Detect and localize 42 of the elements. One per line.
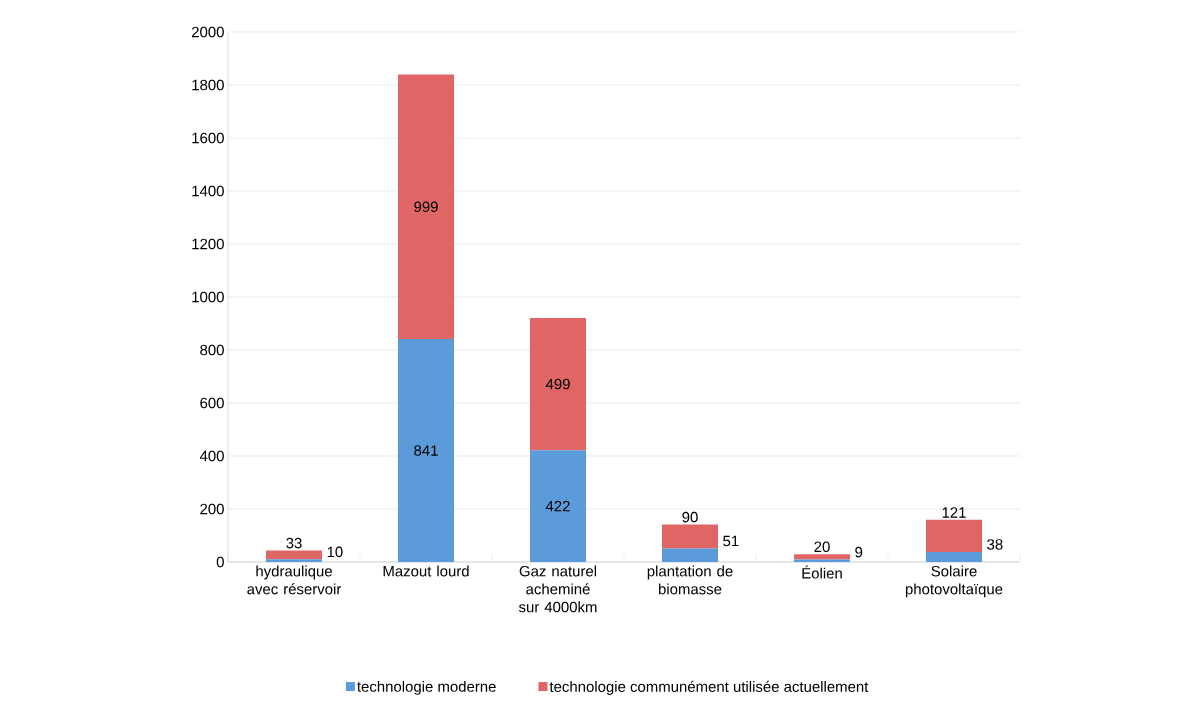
bar [266,550,323,560]
data-label: 999 [414,201,438,213]
bar [398,339,455,562]
y-tick-label: 1600 [192,132,224,144]
x-tick-label: Gaz naturel acheminé sur 4000km [518,565,597,613]
legend-label: technologie communément utilisée actuellement [549,680,869,695]
y-tick-label: 1000 [192,291,224,303]
y-tick-label: 1400 [192,185,224,197]
data-label: 422 [545,500,570,512]
y-tick-label: 200 [200,503,224,515]
data-label: 121 [942,507,966,518]
legend-label: technologie moderne [357,680,496,695]
bar [530,450,587,562]
y-tick-label: 800 [200,344,224,356]
y-tick-label: 1800 [192,79,224,91]
data-label: 51 [723,535,739,547]
data-label: 20 [814,541,830,553]
y-tick-label: 600 [200,397,224,409]
bar [926,519,983,552]
y-tick-label: 0 [216,556,224,568]
x-tick-label: Éolien [802,565,842,579]
bar [794,554,851,560]
x-tick-label: Solaire photovoltaïque [905,565,1003,598]
x-tick-label: plantation de biomasse [647,565,733,595]
data-label: 33 [286,537,302,549]
x-tick-label: hydraulique avec réservoir [247,565,342,595]
y-tick-label: 2000 [192,26,224,38]
y-tick-label: 1200 [192,238,224,250]
y-tick-label: 400 [199,450,224,462]
bar [266,559,323,562]
data-label: 499 [545,378,570,390]
data-label: 10 [327,546,343,558]
bar [662,548,719,562]
data-label: 38 [987,539,1003,550]
bar [530,317,587,451]
bar [398,74,455,340]
data-label: 90 [682,511,698,523]
bar [662,524,719,549]
data-label: 841 [414,445,438,456]
bar [926,551,983,562]
x-tick-label: Mazout lourd [383,565,469,577]
data-label: 9 [855,546,863,558]
